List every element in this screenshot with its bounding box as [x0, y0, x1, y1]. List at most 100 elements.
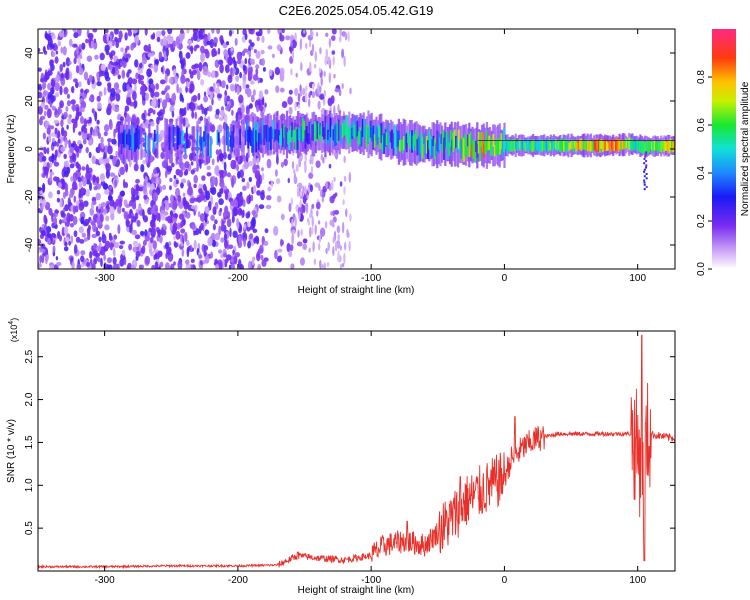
ridge-cell	[416, 139, 419, 156]
noise-speckle	[144, 229, 148, 237]
ridge-cell	[337, 119, 340, 141]
ridge-cell	[668, 140, 671, 154]
ridge-cell	[231, 131, 233, 152]
noise-speckle	[171, 162, 175, 168]
ridge-cell	[122, 133, 124, 144]
noise-speckle	[234, 83, 238, 93]
noise-speckle	[59, 64, 63, 72]
noise-speckle	[343, 55, 346, 67]
noise-speckle	[44, 120, 49, 130]
ridge-cell	[268, 127, 271, 142]
ridge-cell	[253, 122, 256, 145]
ridge-halo	[234, 121, 237, 156]
noise-speckle	[261, 259, 267, 267]
ridge-cell	[577, 140, 580, 150]
noise-speckle	[210, 251, 214, 259]
noise-speckle	[308, 247, 311, 253]
ridge-cell	[549, 142, 552, 151]
ridge-cell	[216, 129, 219, 145]
noise-speckle	[173, 68, 177, 77]
noise-speckle	[56, 197, 61, 203]
noise-speckle	[49, 44, 55, 49]
noise-speckle	[101, 142, 104, 150]
ridge-cell	[179, 131, 182, 144]
ridge-cell	[619, 140, 621, 150]
noise-speckle	[182, 192, 186, 197]
noise-speckle	[211, 239, 216, 248]
noise-speckle	[264, 89, 269, 95]
noise-speckle	[248, 29, 254, 35]
ridge-halo	[148, 123, 151, 160]
ridge-cell	[347, 127, 349, 145]
ridge-cell	[583, 140, 585, 150]
noise-speckle	[142, 185, 148, 195]
noise-speckle	[136, 246, 140, 251]
noise-speckle	[244, 57, 248, 65]
ridge-cell	[525, 139, 528, 152]
noise-speckle	[99, 246, 106, 256]
noise-speckle	[70, 143, 75, 148]
ridge-cell	[311, 124, 313, 141]
noise-speckle	[281, 29, 285, 34]
noise-speckle	[46, 35, 52, 41]
noise-speckle	[303, 29, 306, 34]
noise-speckle	[323, 262, 327, 269]
y-tick-label: 0	[24, 146, 35, 152]
noise-speckle	[141, 112, 146, 121]
noise-speckle	[249, 42, 255, 47]
noise-speckle	[210, 214, 215, 221]
ridge-cell	[273, 129, 276, 142]
noise-speckle	[57, 152, 61, 158]
noise-speckle	[118, 30, 123, 40]
ridge-tail	[643, 183, 646, 186]
ridge-cell	[452, 132, 455, 152]
ridge-cell	[409, 131, 412, 150]
noise-speckle	[53, 216, 58, 226]
noise-speckle	[145, 92, 150, 101]
noise-speckle	[38, 117, 43, 126]
ridge-cell	[591, 141, 593, 152]
noise-speckle	[121, 69, 126, 79]
noise-speckle	[181, 248, 185, 257]
noise-speckle	[192, 32, 198, 42]
ridge-tail	[645, 186, 648, 188]
ridge-cell	[513, 138, 516, 152]
noise-speckle	[162, 184, 167, 190]
noise-speckle	[148, 78, 154, 85]
noise-speckle	[198, 188, 203, 194]
noise-speckle	[91, 263, 96, 269]
ridge-cell	[340, 124, 343, 145]
noise-speckle	[131, 229, 137, 236]
ridge-cell	[453, 129, 456, 148]
noise-speckle	[219, 35, 224, 43]
ridge-cell	[376, 127, 379, 145]
noise-speckle	[117, 74, 121, 80]
noise-speckle	[49, 174, 53, 183]
ridge-cell	[532, 139, 535, 152]
ridge-cell	[515, 139, 517, 150]
noise-speckle	[50, 79, 56, 88]
y-tick-label: 40	[24, 47, 35, 59]
ridge-cell	[419, 137, 421, 161]
ridge-cell	[126, 134, 128, 145]
noise-speckle	[144, 217, 148, 222]
ridge-cell	[623, 140, 625, 150]
ridge-cell	[260, 134, 263, 145]
noise-speckle	[193, 183, 197, 189]
noise-speckle	[43, 166, 49, 176]
noise-speckle	[152, 240, 157, 250]
noise-speckle	[243, 237, 247, 247]
ridge-cell	[137, 129, 140, 150]
ridge-cell	[245, 120, 248, 142]
noise-speckle	[96, 176, 100, 184]
ridge-cell	[448, 142, 451, 156]
noise-speckle	[46, 226, 52, 233]
noise-speckle	[96, 119, 100, 125]
noise-speckle	[142, 239, 147, 246]
ridge-cell	[217, 132, 220, 143]
noise-speckle	[203, 91, 207, 97]
noise-speckle	[128, 243, 133, 251]
noise-speckle	[180, 162, 186, 171]
ridge-cell	[615, 140, 617, 152]
noise-speckle	[59, 219, 62, 225]
